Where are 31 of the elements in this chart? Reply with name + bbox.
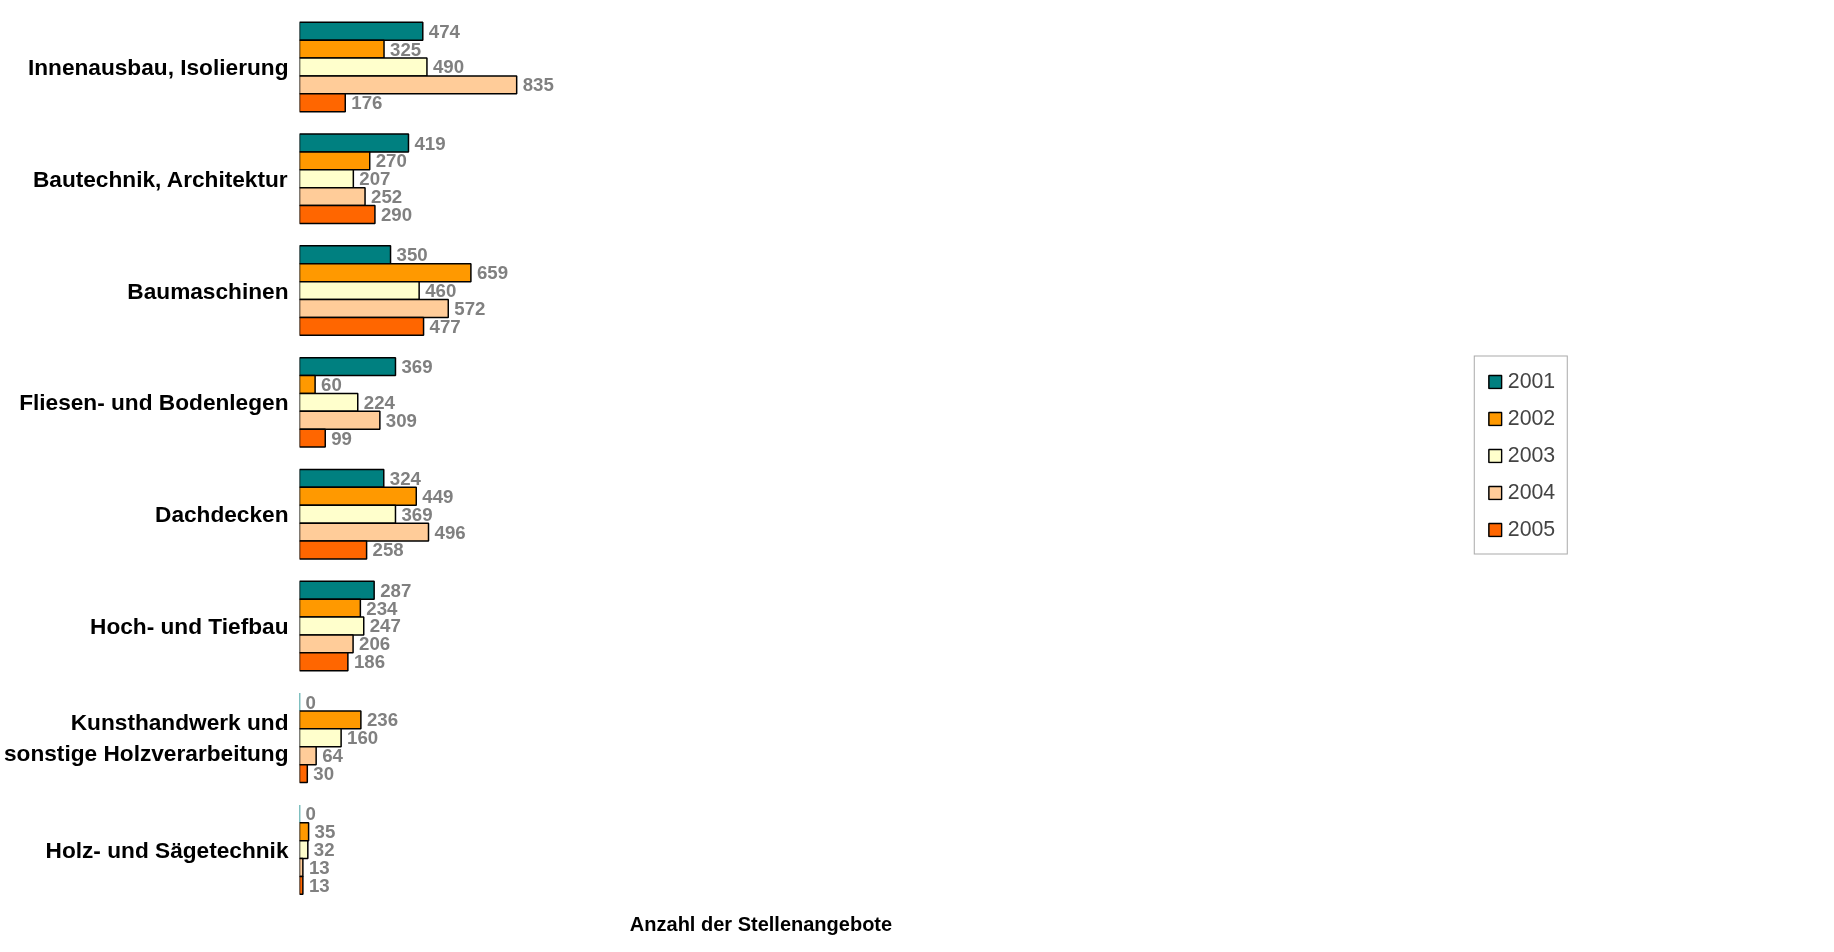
data-label: 60 <box>321 374 342 396</box>
y-tick-label: Kunsthandwerk und sonstige Holzverarbeitung <box>3 709 289 767</box>
y-tick-label: Fliesen- und Bodenlegen <box>19 389 289 416</box>
legend-label: 2002 <box>1507 405 1556 431</box>
data-label: 490 <box>432 56 465 78</box>
legend-label: 2005 <box>1507 516 1556 542</box>
y-tick-label: Hoch- und Tiefbau <box>90 613 289 639</box>
data-label: 0 <box>305 691 316 713</box>
text: Anzahl der Stellenangebote <box>629 912 893 935</box>
data-label: 419 <box>414 132 446 154</box>
y-tick-label: Holz- und Sägetechnik <box>45 836 289 863</box>
legend-label: 2001 <box>1507 368 1556 394</box>
data-label: 0 <box>305 803 316 825</box>
y-tick-label: Innenausbau, Isolierung <box>27 53 289 80</box>
data-label: 835 <box>522 74 554 96</box>
data-label: 496 <box>434 521 466 543</box>
data-label: 369 <box>401 356 433 378</box>
data-label: 474 <box>428 20 461 42</box>
y-tick-label: Bautechnik, Architektur <box>32 165 288 192</box>
data-label: 659 <box>476 262 509 284</box>
data-label: 350 <box>396 244 428 266</box>
data-label: 325 <box>390 38 422 60</box>
data-label: 176 <box>351 92 383 114</box>
legend-label: 2004 <box>1507 479 1556 505</box>
y-tick-label: Dachdecken <box>155 501 289 528</box>
legend-label: 2003 <box>1507 442 1556 468</box>
data-label: 258 <box>372 539 404 561</box>
data-label: 324 <box>389 467 422 489</box>
data-label: 99 <box>331 427 353 449</box>
y-tick-label: Baumaschinen <box>127 277 289 304</box>
data-label: 460 <box>425 280 457 302</box>
